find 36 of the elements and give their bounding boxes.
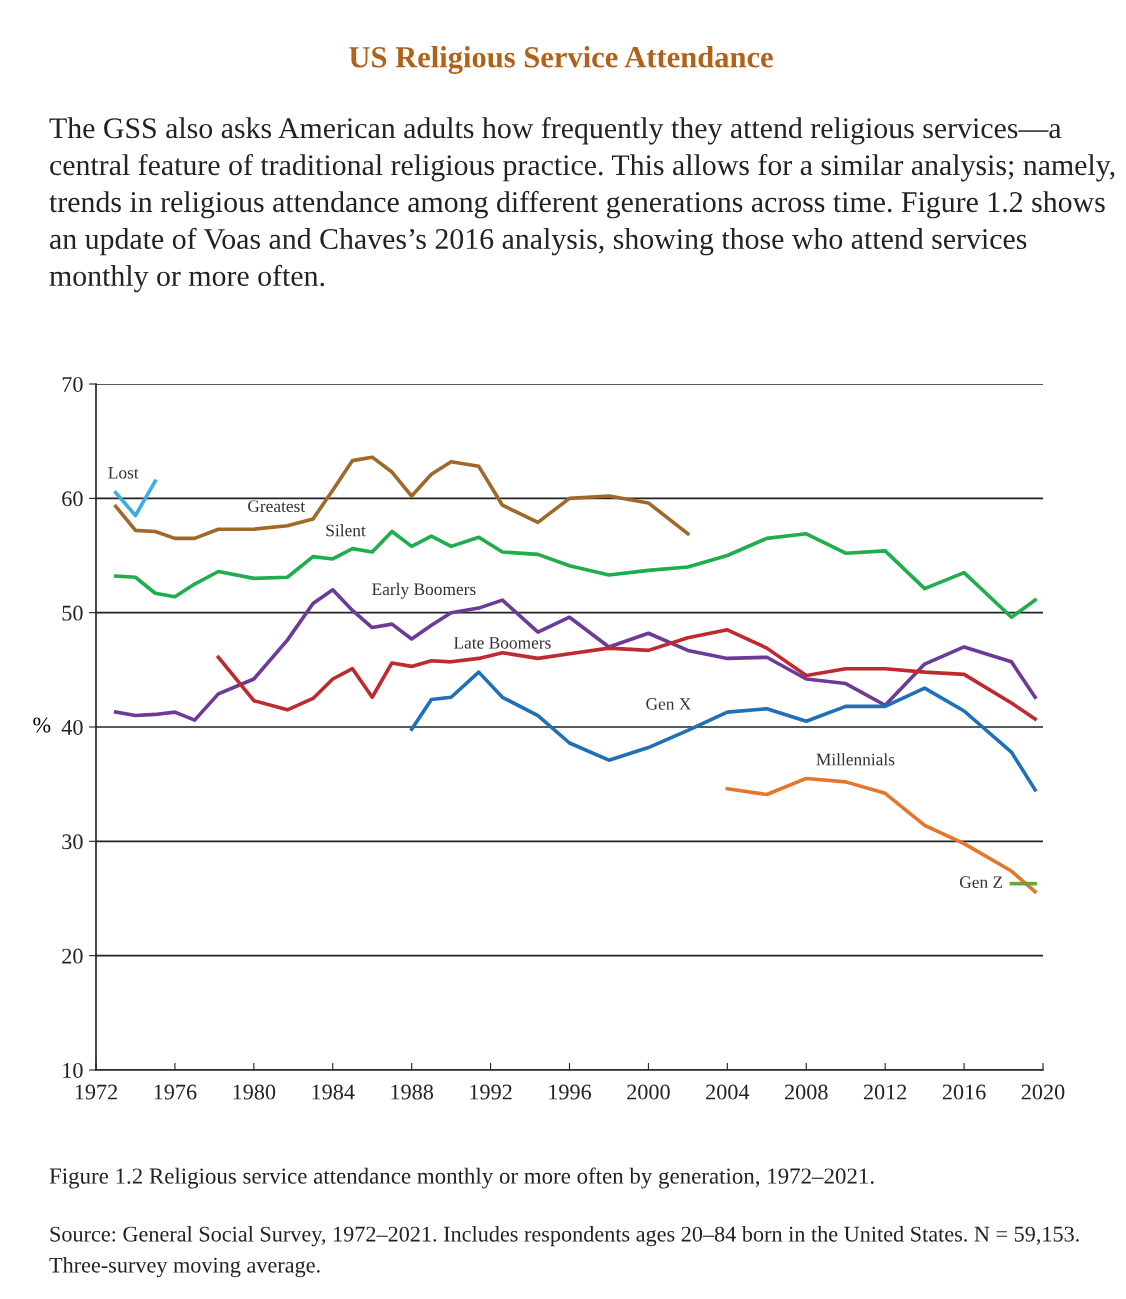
x-tick-label: 2000 xyxy=(627,1084,670,1100)
line-series xyxy=(216,628,1037,721)
chart-title: US Religious Service Attendance xyxy=(349,46,773,74)
x-tick-label: 1988 xyxy=(391,1084,434,1100)
series-label: Gen Z xyxy=(959,876,1003,888)
series-label: Lost xyxy=(108,467,139,479)
series-label: Greatest xyxy=(248,500,306,513)
series-label: Late Boomers xyxy=(453,637,551,649)
y-tick-label: 30 xyxy=(62,834,83,850)
y-tick-label: 50 xyxy=(62,605,83,621)
x-tick-label: 1972 xyxy=(75,1084,117,1100)
series-label: Millennials xyxy=(816,753,895,766)
line-series xyxy=(409,670,1037,792)
series-label: Silent xyxy=(326,524,366,537)
series-label: Early Boomers xyxy=(372,582,476,599)
caption: Figure 1.2 Religious service attendance monthly or more often by generation, 1972–2021. xyxy=(49,1167,874,1189)
line-series xyxy=(725,776,1037,894)
x-tick-label: 1980 xyxy=(233,1084,276,1100)
x-tick-label: 1996 xyxy=(549,1084,592,1100)
y-tick-label: 70 xyxy=(62,376,83,392)
source-note: Source: General Social Survey, 1972–2021. Includes respondents ages 20–84 born in the United States. N = 59,153. Three-survey moving average. xyxy=(49,1226,1079,1278)
x-tick-label: 2004 xyxy=(706,1084,750,1100)
series-label: Gen X xyxy=(646,698,692,710)
x-tick-label: 2008 xyxy=(785,1084,828,1100)
y-tick-label: 10 xyxy=(63,1062,83,1078)
x-tick-label: 1992 xyxy=(470,1084,512,1100)
y-tick-label: 20 xyxy=(62,948,83,964)
x-tick-label: 2016 xyxy=(942,1084,986,1100)
y-tick-label: 40 xyxy=(61,719,83,735)
y-tick-label: 60 xyxy=(62,491,83,507)
x-tick-label: 1984 xyxy=(312,1084,355,1100)
x-tick-label: 2020 xyxy=(1021,1084,1065,1100)
x-tick-label: 1976 xyxy=(154,1084,197,1100)
x-tick-label: 2012 xyxy=(863,1084,907,1100)
y-axis-title: % xyxy=(33,717,51,733)
chart-subtitle: The GSS also asks American adults how frequently they attend religious services—a central feature of traditional religious practice. This allows for a similar analysis; namely, trends in religious attendance among different generations across time. Figure 1.2 shows an update of Voas and Chaves’s 2016 analysis, showing those who attend services monthly or more often. xyxy=(49,117,1115,293)
